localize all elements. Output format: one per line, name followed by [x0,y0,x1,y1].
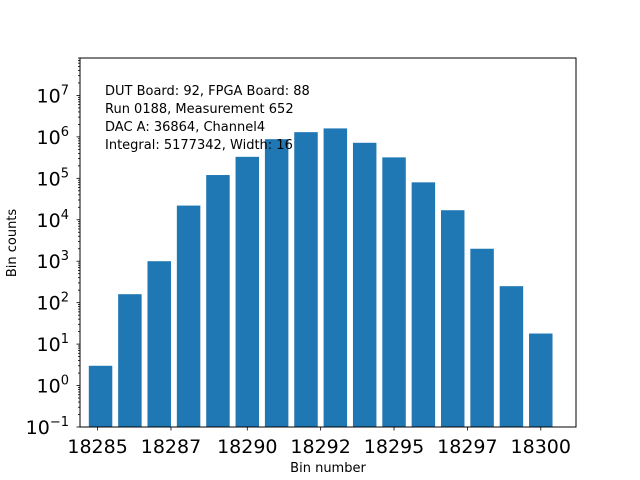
y-axis-label: Bin counts [5,209,20,278]
y-axis-ticks: 10−1 100 101 102 103 104 105 106 107 [26,57,80,439]
bar-18297 [440,210,465,427]
annotation-line: Run 0188, Measurement 652 [105,102,294,117]
y-tick-label: 106 [37,125,69,149]
bar-18290 [235,156,260,427]
bar-18293 [323,128,348,428]
bar-18294 [352,142,377,428]
x-axis-ticks: 18285 18287 18290 18292 18295 18297 18300 [67,427,571,458]
bars-group [88,128,553,428]
y-tick-label: 104 [37,208,69,232]
bar-18300 [529,333,553,427]
x-axis-label: Bin number [290,461,366,476]
y-tick-label: 102 [37,291,69,315]
bar-18291 [264,139,289,427]
annotation-line: DAC A: 36864, Channel4 [105,120,265,135]
bar-18296 [411,182,436,427]
x-tick-label: 18285 [67,436,127,458]
annotation-line: DUT Board: 92, FPGA Board: 88 [105,84,310,99]
x-tick-label: 18292 [290,436,350,458]
plot-frame [79,57,577,428]
bar-18285 [88,365,113,427]
y-tick-label: 101 [37,332,69,356]
y-tick-label: 100 [37,374,69,398]
bar-18292 [294,132,318,427]
y-tick-label: 10−1 [26,415,69,439]
bar-18286 [118,294,142,427]
bar-18298 [470,248,494,427]
bar-18299 [499,286,524,427]
y-tick-label: 107 [37,83,69,107]
x-tick-label: 18290 [217,436,277,458]
bar-18288 [176,205,201,427]
bar-18287 [147,261,171,427]
x-tick-label: 18300 [511,436,571,458]
y-tick-label: 103 [37,249,69,273]
x-tick-label: 18295 [364,436,424,458]
bar-18289 [206,175,230,427]
annotation-line: Integral: 5177342, Width: 16 [105,138,293,153]
x-tick-label: 18287 [141,436,201,458]
annotation-block: DUT Board: 92, FPGA Board: 88 Run 0188, M… [105,84,310,153]
y-tick-label: 105 [37,166,69,190]
x-tick-label: 18297 [437,436,497,458]
bar-18295 [382,157,406,427]
